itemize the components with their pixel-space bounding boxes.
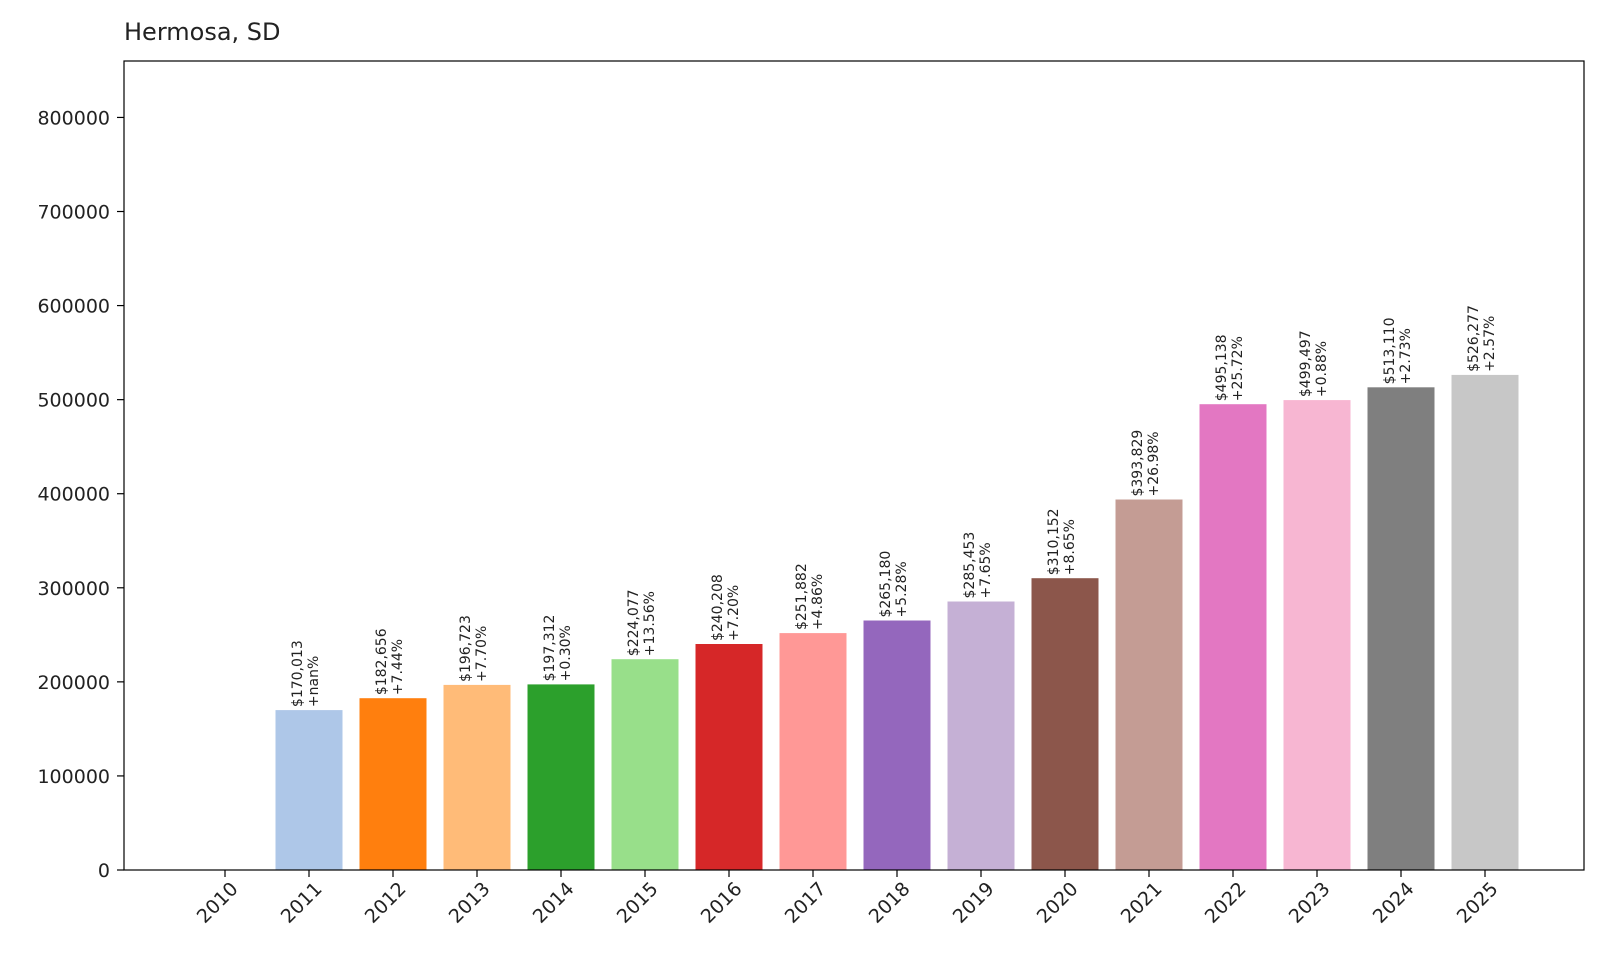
- y-tick-label: 300000: [37, 578, 110, 600]
- bar-value-label: $513,110: [1382, 318, 1398, 385]
- bar-value-label: $526,277: [1466, 305, 1482, 372]
- x-tick-label: 2022: [1201, 878, 1251, 928]
- bar-change-label: +4.86%: [810, 574, 826, 630]
- bar-2024: [1367, 387, 1435, 870]
- bar-change-label: +2.57%: [1482, 316, 1498, 372]
- x-tick-label: 2017: [781, 878, 831, 928]
- bar-value-label: $224,077: [626, 589, 642, 656]
- bar-value-label: $285,453: [962, 532, 978, 599]
- bar-2021: [1115, 499, 1183, 870]
- y-tick-label: 500000: [37, 390, 110, 412]
- y-tick-label: 600000: [37, 296, 110, 318]
- x-tick-label: 2020: [1033, 878, 1083, 928]
- y-tick-label: 800000: [37, 107, 110, 129]
- x-tick-label: 2024: [1369, 878, 1419, 928]
- x-tick-label: 2010: [193, 878, 243, 928]
- bar-value-label: $196,723: [458, 615, 474, 682]
- bar-value-label: $182,656: [374, 628, 390, 695]
- y-tick-label: 200000: [37, 672, 110, 694]
- bar-2019: [947, 601, 1015, 870]
- plot-frame: [123, 60, 1585, 871]
- x-tick-label: 2021: [1117, 878, 1167, 928]
- bar-change-label: +5.28%: [894, 561, 910, 617]
- bar-value-label: $251,882: [794, 563, 810, 630]
- bar-2025: [1451, 374, 1519, 870]
- bar-change-label: +8.65%: [1062, 519, 1078, 575]
- bar-change-label: +7.20%: [726, 585, 742, 641]
- bar-2017: [779, 633, 847, 870]
- x-tick-label: 2018: [865, 878, 915, 928]
- bar-change-label: +26.98%: [1146, 431, 1162, 496]
- bar-2015: [611, 659, 679, 870]
- y-tick-label: 100000: [37, 766, 110, 788]
- bar-change-label: +nan%: [306, 656, 322, 707]
- x-tick-label: 2023: [1285, 878, 1335, 928]
- x-tick-label: 2019: [949, 878, 999, 928]
- x-tick-label: 2011: [277, 878, 327, 928]
- bar-change-label: +0.30%: [558, 625, 574, 681]
- bar-2022: [1199, 404, 1267, 870]
- bar-value-label: $240,208: [710, 574, 726, 641]
- x-tick-label: 2012: [361, 878, 411, 928]
- y-tick-label: 700000: [37, 202, 110, 224]
- bar-change-label: +13.56%: [642, 591, 658, 656]
- bar-value-label: $393,829: [1130, 430, 1146, 497]
- bar-2018: [863, 620, 931, 870]
- x-tick-label: 2025: [1453, 878, 1503, 928]
- chart-title: Hermosa, SD: [124, 18, 281, 46]
- bar-value-label: $170,013: [290, 640, 306, 707]
- bar-value-label: $265,180: [878, 551, 894, 618]
- bar-change-label: +2.73%: [1398, 328, 1414, 384]
- bar-2011: [275, 710, 343, 870]
- y-tick-label: 0: [98, 860, 110, 882]
- bar-change-label: +0.88%: [1314, 341, 1330, 397]
- bar-value-label: $495,138: [1214, 334, 1230, 401]
- bar-2013: [443, 684, 511, 870]
- x-tick-label: 2016: [697, 878, 747, 928]
- bar-2020: [1031, 578, 1099, 870]
- bar-2014: [527, 684, 595, 870]
- bar-2016: [695, 644, 763, 870]
- bar-change-label: +7.44%: [390, 639, 406, 695]
- bar-value-label: $310,152: [1046, 508, 1062, 575]
- bar-value-label: $499,497: [1298, 330, 1314, 397]
- bar-change-label: +7.65%: [978, 542, 994, 598]
- x-tick-label: 2014: [529, 878, 579, 928]
- bar-change-label: +7.70%: [474, 626, 490, 682]
- bar-value-label: $197,312: [542, 615, 558, 682]
- bar-2023: [1283, 400, 1351, 870]
- bar-2012: [359, 698, 427, 870]
- bar-change-label: +25.72%: [1230, 336, 1246, 401]
- y-tick-label: 400000: [37, 484, 110, 506]
- x-tick-label: 2013: [445, 878, 495, 928]
- x-tick-label: 2015: [613, 878, 663, 928]
